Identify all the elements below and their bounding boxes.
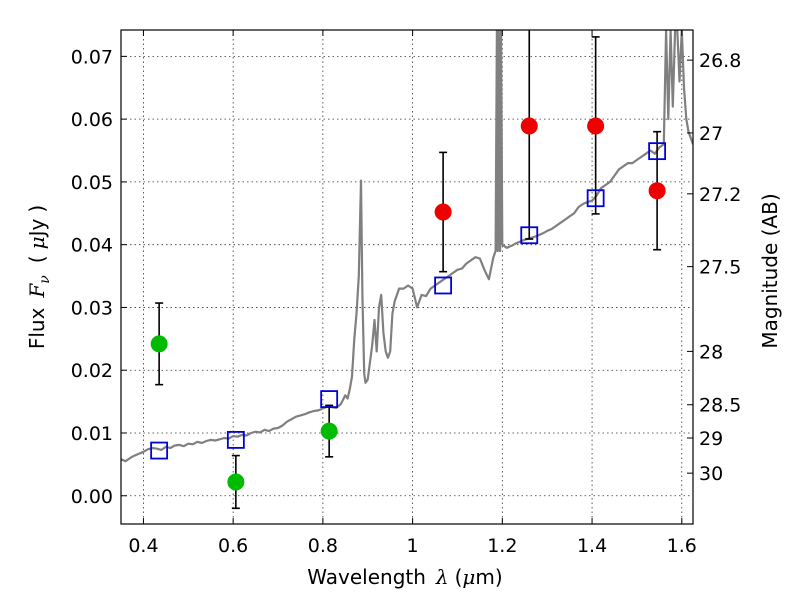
x-tick-label: 1.6 [667, 535, 697, 557]
grid [121, 30, 693, 524]
y-tick-label: 0.01 [71, 423, 113, 445]
y2-tick-label: 26.8 [699, 50, 741, 72]
y-tick-label: 0.05 [71, 172, 113, 194]
y-axis-label: FluxFν(μJy) [25, 205, 53, 349]
y2-tick-label: 27.5 [699, 257, 741, 279]
x-tick-label: 1.2 [487, 535, 517, 557]
x-tick-label: 1.4 [577, 535, 607, 557]
y2-tick-label: 27 [699, 123, 723, 145]
model-point-2-6 [648, 142, 667, 161]
y-tick-label: 0.04 [71, 235, 113, 257]
model-point-2-2 [320, 390, 339, 408]
y-tick-label: 0.03 [71, 297, 113, 319]
y-tick-label: 0.06 [71, 109, 113, 131]
y-tick-label: 0.07 [71, 46, 113, 68]
y-tick-label: 0.00 [71, 486, 113, 508]
model-point-2-1 [226, 430, 245, 449]
model-point-2-4 [520, 226, 539, 245]
x-axis-label: Wavelength λ (μm) [307, 565, 502, 589]
x-tick-label: 0.8 [308, 535, 338, 557]
y2-tick-label: 27.2 [699, 184, 741, 206]
model-point-2-0 [150, 441, 169, 460]
data-point-0-1 [227, 473, 245, 491]
data-point-1-3 [648, 182, 666, 200]
data-points [150, 30, 667, 510]
model-point-2-3 [434, 276, 453, 295]
y2-tick-label: 30 [699, 463, 723, 485]
y2-tick-label: 28 [699, 341, 723, 363]
y-tick-label: 0.02 [71, 360, 113, 382]
y2-axis-label: Magnitude (AB) [758, 193, 782, 348]
data-point-1-0 [434, 203, 452, 221]
model-point-2-5 [586, 189, 605, 208]
axis-ticks: 0.4 0.6 0.8 1 1.2 1.4 1.6 0.00 0.01 0.02 0.03 0.04 0… [71, 30, 741, 557]
data-point-1-1 [520, 117, 538, 135]
x-tick-label: 0.4 [128, 535, 158, 557]
y2-tick-label: 28.5 [699, 395, 741, 417]
model-spectrum [121, 30, 693, 463]
model-spectrum-line [121, 30, 693, 463]
data-point-0-0 [150, 335, 168, 353]
y2-tick-label: 29 [699, 428, 723, 450]
data-point-1-2 [587, 117, 605, 135]
x-tick-label: 1 [407, 535, 419, 557]
x-tick-label: 0.6 [218, 535, 248, 557]
plot-frame [120, 29, 694, 525]
data-point-0-2 [320, 422, 338, 440]
